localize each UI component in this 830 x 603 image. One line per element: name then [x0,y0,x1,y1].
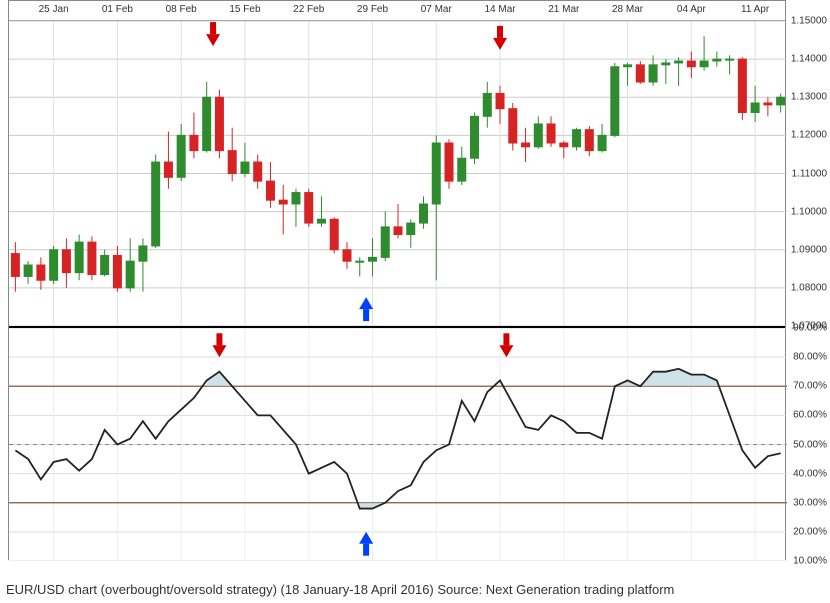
price-y-label: 1.09000 [791,244,827,255]
price-y-label: 1.08000 [791,282,827,293]
date-label: 07 Mar [421,4,452,15]
date-label: 14 Mar [484,4,515,15]
price-y-label: 1.12000 [791,130,827,141]
rsi-y-label: 50.00% [793,439,827,450]
rsi-chart [9,328,787,561]
price-y-axis: 1.150001.140001.130001.120001.110001.100… [785,21,829,326]
date-label: 01 Feb [102,4,133,15]
rsi-y-label: 10.00% [793,556,827,567]
date-label: 04 Apr [677,4,706,15]
chart-container: 25 Jan 01 Feb 08 Feb 15 Feb 22 Feb 29 Feb 07 M… [0,0,830,603]
date-label: 29 Feb [357,4,388,15]
rsi-y-label: 90.00% [793,323,827,334]
price-y-label: 1.14000 [791,54,827,65]
date-axis: 25 Jan 01 Feb 08 Feb 15 Feb 22 Feb 29 Feb 07 M… [9,1,785,21]
rsi-y-label: 20.00% [793,526,827,537]
up-arrow-icon [359,532,373,556]
date-label: 25 Jan [39,4,69,15]
price-y-label: 1.11000 [792,168,827,179]
date-label: 28 Mar [612,4,643,15]
rsi-y-label: 80.00% [793,352,827,363]
rsi-y-label: 60.00% [793,410,827,421]
rsi-y-label: 30.00% [793,497,827,508]
date-label: 21 Mar [548,4,579,15]
price-panel: 1.150001.140001.130001.120001.110001.100… [9,21,785,326]
down-arrow-icon [499,333,513,357]
rsi-y-label: 70.00% [793,381,827,392]
up-arrow-icon [359,297,373,321]
price-y-label: 1.15000 [791,16,827,27]
chart-area: 25 Jan 01 Feb 08 Feb 15 Feb 22 Feb 29 Feb 07 M… [8,0,786,560]
price-y-label: 1.13000 [791,92,827,103]
down-arrow-icon [206,22,220,46]
candlestick-chart [9,21,787,326]
date-label: 08 Feb [166,4,197,15]
rsi-y-axis: 90.00%80.00%70.00%60.00%50.00%40.00%30.0… [785,328,829,561]
down-arrow-icon [493,26,507,50]
price-y-label: 1.10000 [791,206,827,217]
down-arrow-icon [212,333,226,357]
chart-caption: EUR/USD chart (overbought/oversold strat… [6,582,674,597]
date-label: 22 Feb [293,4,324,15]
date-label: 15 Feb [229,4,260,15]
date-label: 11 Apr [741,4,769,15]
rsi-panel: 90.00%80.00%70.00%60.00%50.00%40.00%30.0… [9,326,785,561]
rsi-y-label: 40.00% [793,468,827,479]
